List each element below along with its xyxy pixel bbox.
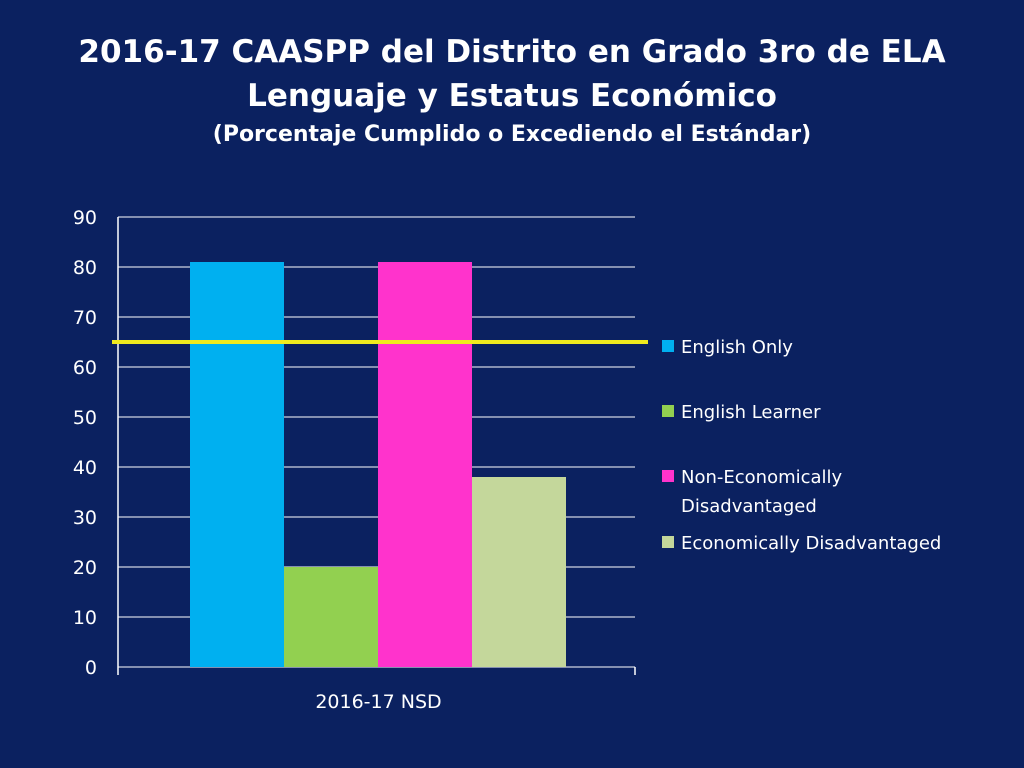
bar-english-learner — [284, 567, 378, 667]
legend-label: Economically Disadvantaged — [681, 533, 941, 554]
legend-swatch — [662, 405, 674, 417]
bar-english-only — [190, 262, 284, 667]
x-category-label: 2016-17 NSD — [315, 691, 441, 713]
chart-title-line-2: Lenguaje y Estatus Económico — [247, 78, 777, 114]
bar-non-economically-disadvantaged — [378, 262, 472, 667]
legend-label: English Only — [681, 337, 793, 358]
y-tick-label: 30 — [73, 507, 97, 529]
chart-subtitle: (Porcentaje Cumplido o Excediendo el Est… — [212, 122, 812, 147]
y-tick-label: 70 — [73, 307, 97, 329]
legend-swatch — [662, 340, 674, 352]
y-tick-label: 20 — [73, 557, 97, 579]
y-tick-label: 40 — [73, 457, 97, 479]
title-block: 2016-17 CAASPP del Distrito en Grado 3ro… — [0, 30, 1024, 152]
legend-label: Non-Economically — [681, 467, 843, 488]
legend-swatch — [662, 470, 674, 482]
legend-label: Disadvantaged — [681, 496, 817, 517]
y-tick-label: 60 — [73, 357, 97, 379]
bar-economically-disadvantaged — [472, 477, 566, 667]
y-tick-label: 50 — [73, 407, 97, 429]
legend-label: English Learner — [681, 402, 821, 423]
y-tick-label: 10 — [73, 607, 97, 629]
y-tick-label: 0 — [85, 657, 97, 679]
y-tick-label: 80 — [73, 257, 97, 279]
legend-swatch — [662, 536, 674, 548]
y-tick-label: 90 — [73, 207, 97, 229]
chart-title-line-1: 2016-17 CAASPP del Distrito en Grado 3ro… — [78, 34, 946, 70]
